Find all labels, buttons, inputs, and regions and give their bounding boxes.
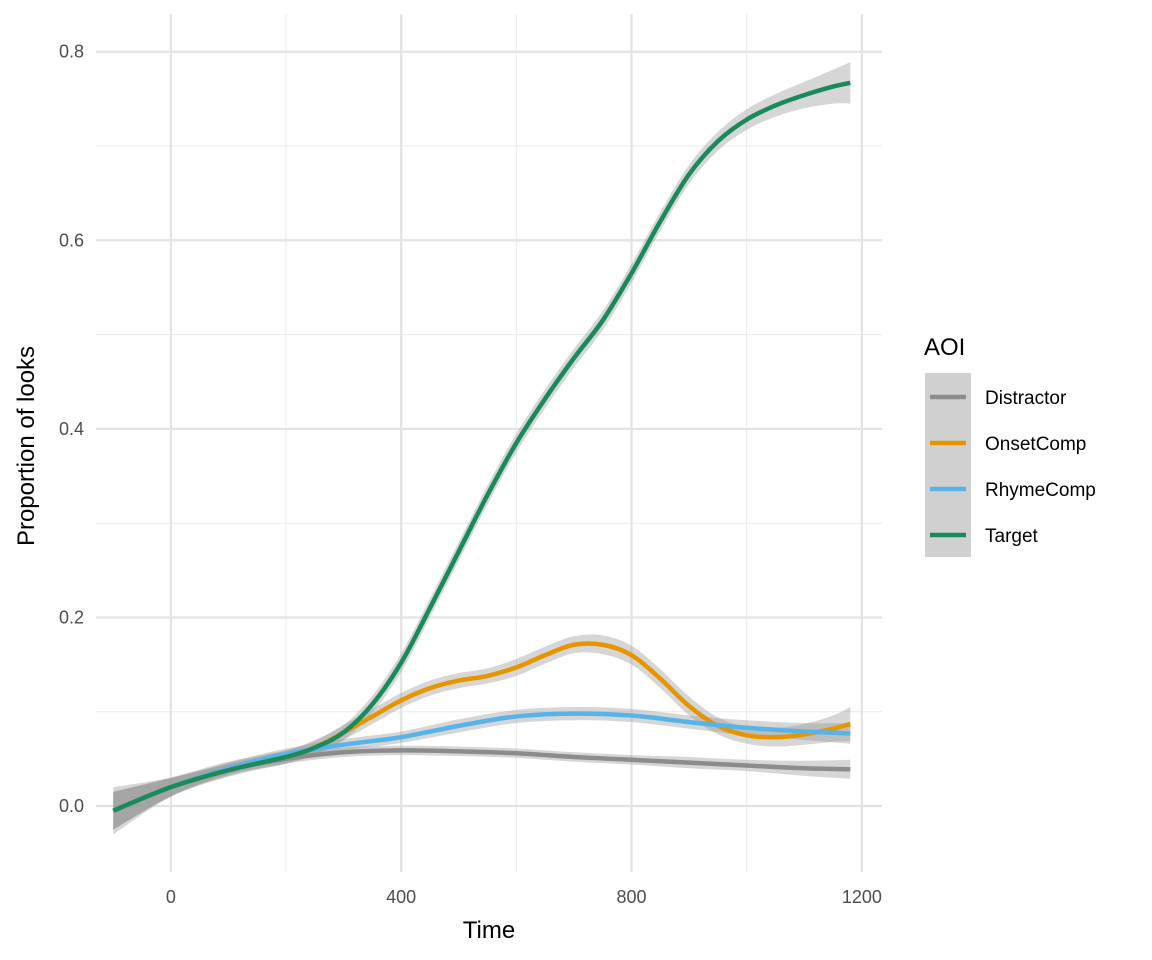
legend-label-rhymecomp: RhymeComp: [985, 480, 1096, 501]
legend-title: AOI: [924, 334, 965, 361]
x-tick-label: 0: [166, 887, 176, 907]
confidence-band-target: [113, 62, 851, 830]
legend-items: Distractor OnsetComp RhymeComp Target: [930, 388, 1096, 547]
confidence-band-distractor: [113, 745, 851, 835]
legend-label-onsetcomp: OnsetComp: [985, 434, 1086, 455]
y-tick-label: 0.0: [59, 796, 84, 816]
confidence-bands: [113, 62, 851, 835]
x-tick-label: 1200: [842, 887, 882, 907]
legend-label-distractor: Distractor: [985, 388, 1067, 409]
y-tick-label: 0.2: [59, 607, 84, 627]
legend: AOI Distractor OnsetComp RhymeComp Target: [924, 334, 1096, 557]
legend-key-background: [925, 373, 971, 557]
series-lines: [112, 80, 851, 813]
x-axis-title: Time: [463, 917, 515, 944]
y-tick-label: 0.4: [59, 419, 84, 439]
legend-label-target: Target: [985, 526, 1039, 547]
x-tick-label: 400: [386, 887, 416, 907]
series-line-distractor: [112, 748, 851, 813]
y-tick-label: 0.8: [59, 42, 84, 62]
y-tick-label: 0.6: [59, 230, 84, 250]
tick-labels: 0 400 800 1200 0.0 0.2 0.4 0.6 0.8: [59, 42, 882, 907]
grid: [96, 14, 882, 872]
y-axis-title: Proportion of looks: [13, 346, 40, 546]
series-line-target: [112, 80, 851, 813]
x-tick-label: 800: [616, 887, 646, 907]
